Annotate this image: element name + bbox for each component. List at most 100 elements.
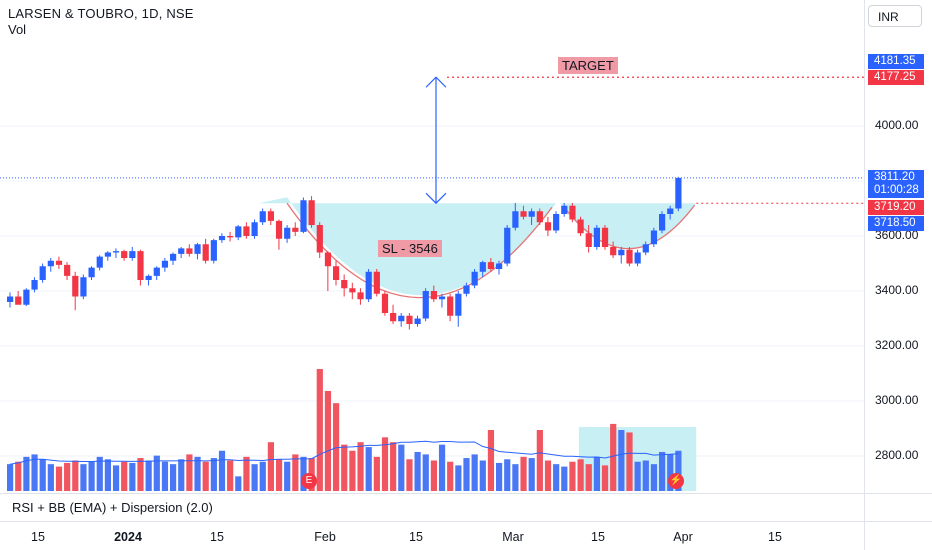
candle-body bbox=[47, 260, 54, 267]
volume-bar bbox=[544, 460, 552, 491]
volume-bar bbox=[553, 464, 560, 491]
candle-body bbox=[650, 230, 658, 245]
volume-bar bbox=[23, 456, 30, 491]
candle-body bbox=[447, 296, 454, 316]
candle-body bbox=[349, 288, 356, 293]
candle-body bbox=[218, 236, 226, 241]
volume-bar bbox=[218, 450, 226, 491]
candle-body bbox=[487, 262, 495, 269]
candle-body bbox=[512, 211, 519, 228]
volume-bar bbox=[675, 450, 682, 491]
volume-bar bbox=[471, 454, 478, 491]
volume-bar bbox=[178, 459, 185, 491]
candle-body bbox=[88, 267, 95, 278]
candle-body bbox=[194, 244, 201, 254]
time-tick-label: 15 bbox=[591, 530, 605, 544]
volume-bar bbox=[520, 456, 527, 491]
time-tick-label: 15 bbox=[768, 530, 782, 544]
volume-bar bbox=[593, 456, 600, 491]
volume-bar bbox=[667, 454, 674, 491]
earnings-badge[interactable]: E bbox=[301, 473, 317, 489]
candle-body bbox=[626, 249, 633, 264]
arrow-head-up bbox=[425, 76, 447, 88]
volume-bar bbox=[292, 454, 299, 491]
volume-bar bbox=[381, 437, 389, 491]
candle-body bbox=[55, 260, 63, 265]
candle-body bbox=[341, 280, 348, 289]
volume-bar bbox=[349, 450, 356, 491]
volume-bar bbox=[447, 461, 454, 491]
symbol-title: LARSEN & TOUBRO, 1D, NSE bbox=[8, 6, 194, 21]
volume-bar bbox=[72, 460, 79, 491]
candle-body bbox=[504, 227, 511, 264]
volume-bar bbox=[496, 462, 503, 491]
time-tick-label: 15 bbox=[31, 530, 45, 544]
volume-bar bbox=[373, 456, 380, 491]
currency-selector[interactable]: INR bbox=[868, 5, 922, 27]
volume-bar bbox=[585, 464, 592, 491]
time-tick-label: Feb bbox=[314, 530, 336, 544]
volume-bar bbox=[64, 462, 71, 491]
volume-bar bbox=[129, 462, 136, 491]
candle-body bbox=[300, 200, 307, 232]
candle-body bbox=[528, 211, 535, 217]
candle-body bbox=[324, 252, 332, 267]
candle-body bbox=[455, 293, 462, 316]
candle-body bbox=[667, 208, 674, 214]
candle-body bbox=[267, 211, 274, 221]
candle-body bbox=[210, 240, 217, 261]
volume-bar bbox=[601, 465, 609, 491]
indicator-label[interactable]: RSI + BB (EMA) + Dispersion (2.0) bbox=[12, 500, 213, 515]
volume-bar bbox=[341, 444, 348, 491]
volume-bar bbox=[422, 454, 429, 491]
candle-body bbox=[153, 267, 160, 276]
volume-bar bbox=[194, 456, 201, 491]
candle-body bbox=[544, 222, 552, 231]
time-tick-label: 2024 bbox=[114, 530, 142, 544]
neckline2-price-tag: 3718.50 bbox=[868, 216, 924, 231]
candle-body bbox=[479, 262, 486, 272]
volume-bar bbox=[536, 430, 543, 491]
volume-bar bbox=[659, 451, 666, 491]
volume-bar bbox=[227, 460, 234, 491]
volume-bar bbox=[161, 461, 169, 491]
volume-bar bbox=[316, 369, 323, 491]
candle-body bbox=[634, 252, 641, 264]
candle-body bbox=[520, 211, 527, 217]
pane-divider[interactable] bbox=[0, 493, 932, 494]
last-price: 3811.20 bbox=[874, 171, 915, 183]
candle-body bbox=[275, 220, 283, 239]
price-tick-label: 3600.00 bbox=[875, 228, 919, 242]
candle-body bbox=[553, 214, 560, 231]
candle-body bbox=[463, 285, 470, 294]
candle-body bbox=[96, 256, 103, 268]
candle-body bbox=[561, 205, 568, 214]
arrow-head-down bbox=[425, 192, 447, 205]
price-axis-divider bbox=[864, 0, 865, 550]
volume-bar bbox=[650, 464, 658, 491]
candle-body bbox=[373, 271, 380, 294]
candle-body bbox=[104, 252, 111, 257]
time-tick-label: 15 bbox=[210, 530, 224, 544]
candle-body bbox=[121, 251, 128, 258]
volume-bar bbox=[414, 451, 421, 491]
candle-body bbox=[72, 275, 79, 297]
volume-bar bbox=[202, 461, 209, 491]
target-price-tag: 4177.25 bbox=[868, 70, 924, 85]
volume-bar bbox=[112, 465, 120, 491]
target-annotation[interactable]: TARGET bbox=[558, 57, 618, 74]
candle-body bbox=[333, 266, 340, 280]
stop-loss-annotation[interactable]: SL - 3546 bbox=[378, 240, 442, 257]
time-tick-label: 15 bbox=[409, 530, 423, 544]
volume-bar bbox=[365, 447, 372, 491]
volume-bar bbox=[47, 464, 54, 491]
split-badge[interactable]: ⚡ bbox=[668, 473, 684, 489]
volume-bar bbox=[121, 461, 128, 491]
price-tick-label: 3400.00 bbox=[875, 283, 919, 297]
candle-body bbox=[601, 227, 609, 247]
volume-bar bbox=[406, 459, 413, 491]
candle-body bbox=[15, 296, 22, 305]
candle-body bbox=[496, 263, 503, 269]
candle-body bbox=[365, 271, 372, 300]
